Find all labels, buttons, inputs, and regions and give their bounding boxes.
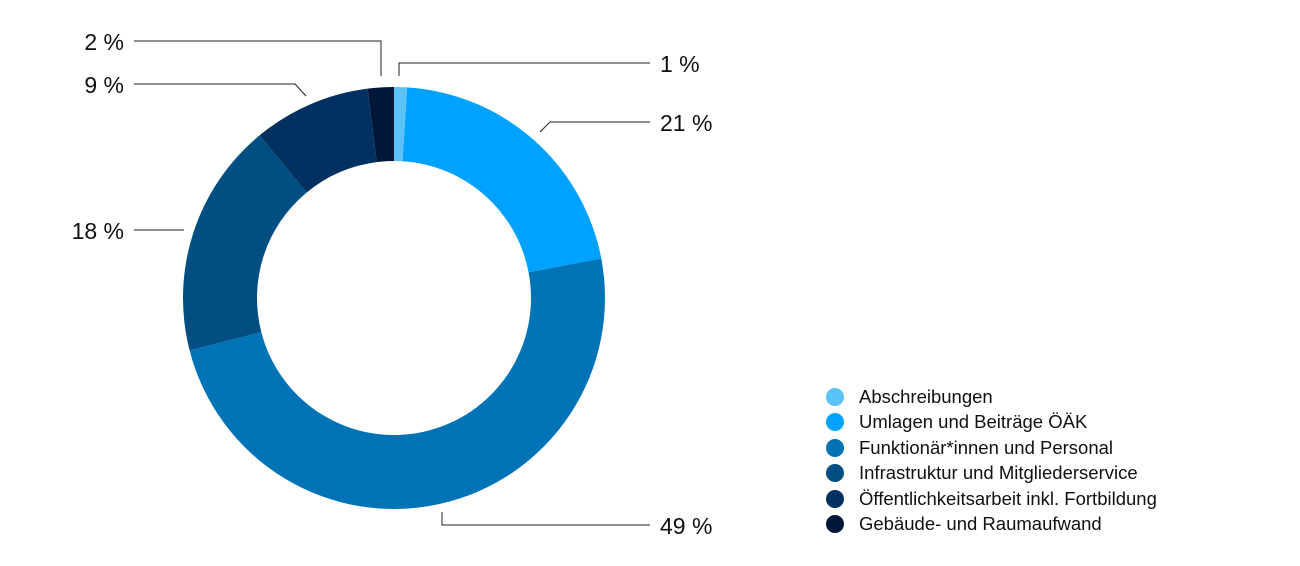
label-gebaeude-und-raumaufwand: 2 %	[84, 29, 124, 55]
percentage-labels: 1 % 21 % 49 % 18 % 9 % 2 %	[72, 29, 713, 539]
slice-gebaeude-und-raumaufwand	[367, 87, 394, 163]
legend-label: Öffentlichkeitsarbeit inkl. Fortbildung	[859, 487, 1157, 509]
label-funktionaer-innen-und-personal: 49 %	[660, 513, 712, 539]
legend-label: Umlagen und Beiträge ÖÄK	[859, 411, 1088, 433]
legend-swatch	[826, 464, 844, 483]
leader-lines	[134, 40, 650, 526]
leader-line-umlagen-und-beitraege-oeaek	[539, 121, 650, 133]
slice-oeffentlichkeitsarbeit-inkl-fortbildung	[259, 88, 377, 193]
slice-umlagen-und-beitraege-oeaek	[402, 87, 602, 273]
slice-funktionaer-innen-und-personal	[189, 258, 606, 510]
leader-line-gebaeude-und-raumaufwand	[134, 40, 382, 76]
leader-line-oeffentlichkeitsarbeit-inkl-fortbildung	[134, 83, 307, 97]
label-abschreibungen: 1 %	[660, 51, 700, 77]
legend-item-umlagen-und-beitraege-oeaek: Umlagen und Beiträge ÖÄK	[826, 410, 1157, 436]
legend-swatch	[826, 387, 844, 406]
label-oeffentlichkeitsarbeit-inkl-fortbildung: 9 %	[84, 72, 124, 98]
leader-line-funktionaer-innen-und-personal	[441, 512, 650, 526]
legend-label: Gebäude- und Raumaufwand	[859, 513, 1102, 535]
legend-item-gebaeude-und-raumaufwand: Gebäude- und Raumaufwand	[826, 512, 1157, 538]
slice-abschreibungen	[394, 87, 408, 162]
legend: Abschreibungen Umlagen und Beiträge ÖÄK Fu…	[826, 384, 1157, 537]
legend-label: Funktionär*innen und Personal	[859, 436, 1114, 458]
legend-swatch	[826, 438, 844, 457]
label-umlagen-und-beitraege-oeaek: 21 %	[660, 110, 712, 136]
legend-label: Abschreibungen	[859, 385, 993, 407]
legend-swatch	[826, 413, 844, 432]
donut-slices	[183, 87, 606, 510]
legend-swatch	[826, 515, 844, 534]
legend-item-abschreibungen: Abschreibungen	[826, 384, 1157, 410]
legend-item-infrastruktur-und-mitgliederservice: Infrastruktur und Mitgliederservice	[826, 461, 1157, 487]
legend-item-oeffentlichkeitsarbeit-inkl-fortbildung: Öffentlichkeitsarbeit inkl. Fortbildung	[826, 486, 1157, 512]
legend-item-funktionaer-innen-und-personal: Funktionär*innen und Personal	[826, 435, 1157, 461]
leader-line-abschreibungen	[398, 62, 650, 76]
legend-label: Infrastruktur und Mitgliederservice	[859, 462, 1138, 484]
label-infrastruktur-und-mitgliederservice: 18 %	[72, 218, 124, 244]
slice-infrastruktur-und-mitgliederservice	[183, 135, 307, 351]
legend-swatch	[826, 489, 844, 508]
